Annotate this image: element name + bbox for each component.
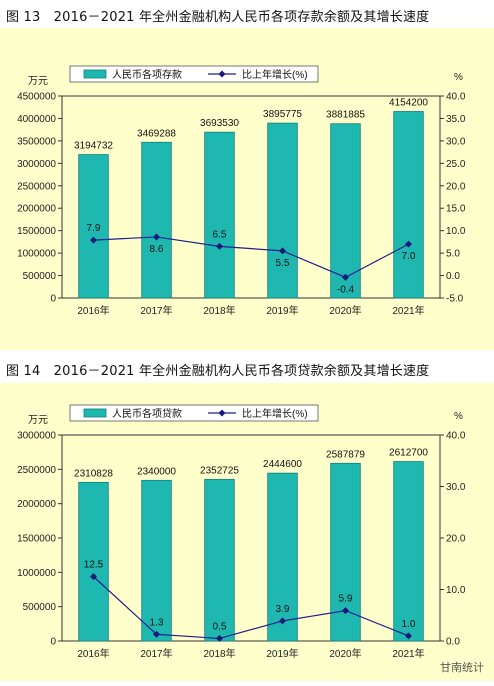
x-tick-label: 2017年	[140, 304, 172, 317]
growth-rate-label: 5.9	[339, 594, 353, 605]
right-tick-label: 40.0	[446, 431, 466, 442]
bar-value-label: 2352725	[200, 465, 239, 476]
left-tick-label: 4500000	[17, 92, 56, 103]
left-tick-label: 3000000	[17, 431, 56, 442]
deposit-chart: 万元% 0 500000 1000000 1500000 2000000 2500000 30…	[0, 28, 494, 350]
x-tick-label: 2019年	[266, 647, 298, 660]
legend-bar-swatch	[84, 70, 106, 78]
growth-rate-label: 1.0	[402, 619, 416, 630]
bar-value-label: 2612700	[389, 448, 428, 459]
bar-2019年	[268, 123, 298, 298]
bar-value-label: 2340000	[137, 466, 176, 477]
left-axis-unit: 万元	[28, 415, 48, 426]
loan-chart: 万元% 0 500000 1000000 1500000 2000000 2500000 30…	[0, 383, 494, 681]
legend-line-label: 比上年增长(%)	[242, 407, 308, 420]
left-tick-label: 500000	[23, 602, 57, 613]
x-tick-label: 2016年	[77, 304, 109, 317]
bar-value-label: 2444600	[263, 459, 302, 470]
left-axis-unit: 万元	[28, 76, 48, 87]
growth-rate-label: 0.5	[213, 621, 227, 632]
bar-2017年	[142, 142, 172, 298]
bar-value-label: 3895775	[263, 109, 302, 120]
right-tick-label: 10.0	[446, 226, 466, 237]
x-tick-label: 2019年	[266, 304, 298, 317]
right-tick-label: 30.0	[446, 136, 466, 147]
growth-rate-label: 12.5	[84, 560, 104, 571]
bar-value-label: 2587879	[326, 449, 365, 460]
bar-2019年	[268, 473, 298, 641]
right-tick-label: 20.0	[446, 181, 466, 192]
left-tick-label: 0	[50, 294, 56, 305]
x-tick-label: 2018年	[203, 304, 235, 317]
bar-value-label: 2310828	[74, 468, 113, 479]
left-tick-label: 3500000	[17, 136, 56, 147]
left-tick-label: 4000000	[17, 114, 56, 125]
right-tick-label: 40.0	[446, 92, 466, 103]
x-tick-label: 2020年	[329, 304, 361, 317]
growth-rate-label: 5.5	[276, 258, 290, 269]
growth-rate-label: 3.9	[276, 604, 290, 615]
bar-value-label: 3469288	[137, 128, 176, 139]
growth-rate-label: 7.9	[87, 223, 101, 234]
legend-line-label: 比上年增长(%)	[242, 68, 308, 81]
x-tick-label: 2020年	[329, 647, 361, 660]
left-tick-label: 3000000	[17, 159, 56, 170]
deposit-chart-panel: 万元% 0 500000 1000000 1500000 2000000 2500000 30…	[0, 28, 494, 350]
growth-rate-label: -0.4	[337, 284, 355, 295]
left-tick-label: 2000000	[17, 204, 56, 215]
loan-chart-panel: 万元% 0 500000 1000000 1500000 2000000 2500000 30…	[0, 383, 494, 681]
figure-14-caption: 图 14 2016－2021 年全州金融机构人民币各项贷款余额及其增长速度	[6, 360, 429, 379]
right-axis-unit: %	[454, 72, 463, 83]
growth-rate-label: 7.0	[402, 251, 416, 262]
x-tick-label: 2021年	[392, 647, 424, 660]
right-tick-label: 35.0	[446, 114, 466, 125]
growth-rate-label: 1.3	[150, 617, 164, 628]
bar-2021年	[394, 112, 424, 298]
right-tick-label: 0.0	[446, 271, 460, 282]
figure-13-caption: 图 13 2016－2021 年全州金融机构人民币各项存款余额及其增长速度	[6, 6, 429, 25]
right-tick-label: 25.0	[446, 159, 466, 170]
bar-2021年	[394, 462, 424, 641]
right-tick-label: 15.0	[446, 204, 466, 215]
right-tick-label: 5.0	[446, 249, 460, 260]
watermark-text: 甘南统计	[440, 659, 484, 675]
left-tick-label: 1000000	[17, 249, 56, 260]
x-tick-label: 2017年	[140, 647, 172, 660]
right-tick-label: 30.0	[446, 482, 466, 493]
left-tick-label: 1000000	[17, 568, 56, 579]
legend-bar-label: 人民币各项存款	[112, 68, 182, 81]
bar-2018年	[205, 479, 235, 641]
growth-rate-label: 8.6	[150, 244, 164, 255]
bar-value-label: 3881885	[326, 110, 365, 121]
right-tick-label: 10.0	[446, 585, 466, 596]
bar-value-label: 3693530	[200, 118, 239, 129]
left-tick-label: 500000	[23, 271, 57, 282]
x-tick-label: 2016年	[77, 647, 109, 660]
left-tick-label: 1500000	[17, 226, 56, 237]
left-tick-label: 2500000	[17, 181, 56, 192]
legend-bar-label: 人民币各项贷款	[112, 407, 182, 420]
left-tick-label: 2000000	[17, 499, 56, 510]
left-tick-label: 0	[50, 637, 56, 648]
right-tick-label: -5.0	[446, 294, 464, 305]
bar-value-label: 3194732	[74, 141, 113, 152]
right-tick-label: 20.0	[446, 534, 466, 545]
legend-bar-swatch	[84, 409, 106, 417]
bar-2018年	[205, 132, 235, 298]
left-tick-label: 2500000	[17, 465, 56, 476]
bar-value-label: 4154200	[389, 98, 428, 109]
x-tick-label: 2021年	[392, 304, 424, 317]
right-tick-label: 0.0	[446, 637, 460, 648]
left-tick-label: 1500000	[17, 534, 56, 545]
right-axis-unit: %	[454, 411, 463, 422]
x-tick-label: 2018年	[203, 647, 235, 660]
growth-rate-label: 6.5	[213, 229, 227, 240]
